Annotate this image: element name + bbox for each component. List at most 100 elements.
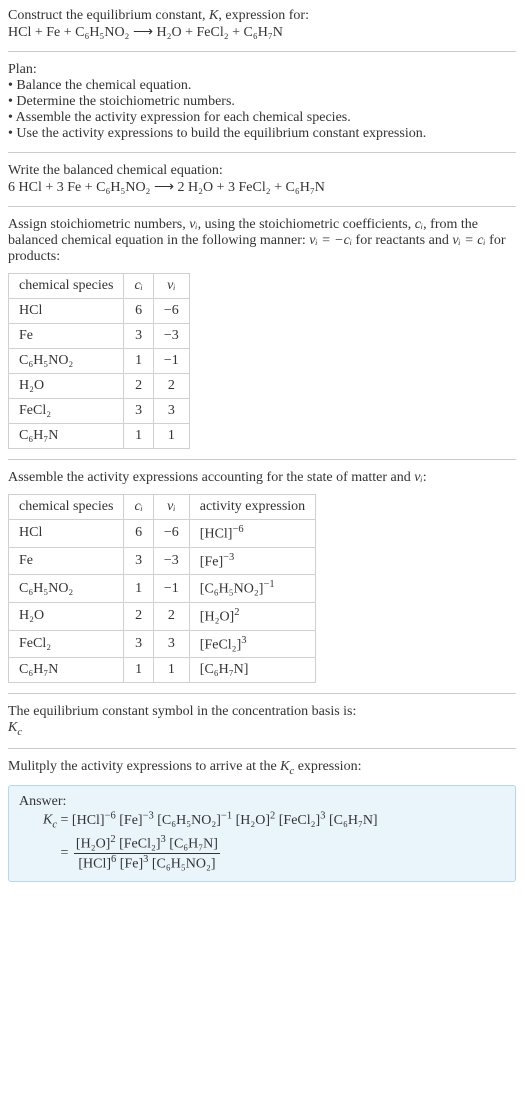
equals: = [57,813,72,828]
cell-species: C₆H₇N [9,424,124,449]
answer-label: Answer: [19,794,505,810]
cell-nui: 1 [153,658,189,683]
cell-activity: [C₆H₇N] [189,658,315,683]
plan-item: • Determine the stoichiometric numbers. [8,94,516,110]
cell-nui: 2 [153,602,189,630]
answer-line-1: Kc = [HCl]−6 [Fe]−3 [C₆H₅NO₂]−1 [H₂O]2 [… [43,810,505,830]
cell-ci: 1 [124,658,153,683]
equals: = [57,846,72,861]
plan-item: • Assemble the activity expression for e… [8,110,516,126]
divider [8,459,516,460]
cell-species: C₆H₇N [9,658,124,683]
cell-ci: 3 [124,630,153,658]
relation: νᵢ = cᵢ [452,233,485,248]
K: K [280,759,289,774]
K: K [43,813,52,828]
cell-species: Fe [9,547,124,575]
prompt-header: Construct the equilibrium constant, K, e… [8,8,516,41]
cell-ci: 1 [124,424,153,449]
plan-block: Plan: • Balance the chemical equation. •… [8,62,516,142]
col-species: chemical species [9,274,124,299]
stoich-intro: Assign stoichiometric numbers, νᵢ, using… [8,217,516,265]
numerator: [H₂O]2 [FeCl₂]3 [C₆H₇N] [74,834,220,854]
table-row: H₂O22 [9,374,190,399]
text: for reactants and [352,233,452,248]
cell-nui: −3 [153,547,189,575]
table-row: FeCl₂33[FeCl₂]3 [9,630,316,658]
cell-species: H₂O [9,602,124,630]
cell-species: HCl [9,520,124,548]
kc-symbol: Kc [8,720,516,738]
text: , using the stoichiometric coefficients, [198,217,415,232]
cell-ci: 6 [124,299,153,324]
stoich-table: chemical species cᵢ νᵢ HCl6−6Fe3−3C₆H₅NO… [8,273,190,449]
col-ci: cᵢ [124,495,153,520]
table-row: Fe3−3[Fe]−3 [9,547,316,575]
cell-activity: [HCl]−6 [189,520,315,548]
cell-ci: 2 [124,374,153,399]
col-species: chemical species [9,495,124,520]
text: Mulitply the activity expressions to arr… [8,759,280,774]
cell-nui: −3 [153,324,189,349]
text: expression: [294,759,361,774]
activity-table: chemical species cᵢ νᵢ activity expressi… [8,494,316,683]
cell-nui: −6 [153,299,189,324]
prompt-text-a: Construct the equilibrium constant, [8,8,209,23]
plan-item: • Balance the chemical equation. [8,78,516,94]
cell-ci: 2 [124,602,153,630]
divider [8,693,516,694]
c-sub: c [17,727,22,738]
product-terms: [HCl]−6 [Fe]−3 [C₆H₅NO₂]−1 [H₂O]2 [FeCl₂… [72,813,378,828]
cell-ci: 3 [124,324,153,349]
table-row: HCl6−6[HCl]−6 [9,520,316,548]
table-row: C₆H₅NO₂1−1 [9,349,190,374]
cell-nui: −1 [153,575,189,603]
divider [8,748,516,749]
table-row: FeCl₂33 [9,399,190,424]
fraction: [H₂O]2 [FeCl₂]3 [C₆H₇N][HCl]6 [Fe]3 [C₆H… [74,834,220,872]
symbol-nu-i: νᵢ [189,217,197,232]
cell-ci: 3 [124,399,153,424]
unbalanced-equation: HCl + Fe + C₆H₅NO₂ ⟶ H₂O + FeCl₂ + C₆H₇N [8,25,283,40]
cell-activity: [C₆H₅NO₂]−1 [189,575,315,603]
cell-species: C₆H₅NO₂ [9,575,124,603]
cell-nui: −1 [153,349,189,374]
kc-intro: The equilibrium constant symbol in the c… [8,704,516,720]
text: : [423,470,427,485]
cell-ci: 3 [124,547,153,575]
symbol-K: K [209,8,218,23]
cell-ci: 1 [124,575,153,603]
balanced-title: Write the balanced chemical equation: [8,163,516,179]
cell-nui: −6 [153,520,189,548]
balanced-equation: 6 HCl + 3 Fe + C₆H₅NO₂ ⟶ 2 H₂O + 3 FeCl₂… [8,179,516,196]
cell-nui: 2 [153,374,189,399]
table-row: C₆H₅NO₂1−1[C₆H₅NO₂]−1 [9,575,316,603]
balanced-block: Write the balanced chemical equation: 6 … [8,163,516,196]
relation: νᵢ = −cᵢ [309,233,352,248]
symbol-nu-i: νᵢ [414,470,422,485]
col-ci: cᵢ [124,274,153,299]
symbol-c-i: cᵢ [415,217,423,232]
table-header-row: chemical species cᵢ νᵢ activity expressi… [9,495,316,520]
multiply-intro: Mulitply the activity expressions to arr… [8,759,516,777]
cell-ci: 6 [124,520,153,548]
text: Assemble the activity expressions accoun… [8,470,414,485]
denominator: [HCl]6 [Fe]3 [C₆H₅NO₂] [74,854,220,873]
cell-species: H₂O [9,374,124,399]
text: Assign stoichiometric numbers, [8,217,189,232]
answer-line-2: Kc = [H₂O]2 [FeCl₂]3 [C₆H₇N][HCl]6 [Fe]3… [43,834,505,872]
cell-nui: 3 [153,399,189,424]
cell-activity: [H₂O]2 [189,602,315,630]
divider [8,206,516,207]
cell-nui: 1 [153,424,189,449]
kc-symbol-block: The equilibrium constant symbol in the c… [8,704,516,738]
cell-species: HCl [9,299,124,324]
plan-item: • Use the activity expressions to build … [8,126,516,142]
divider [8,152,516,153]
table-row: HCl6−6 [9,299,190,324]
col-nui: νᵢ [153,495,189,520]
cell-species: FeCl₂ [9,630,124,658]
table-row: H₂O22[H₂O]2 [9,602,316,630]
cell-activity: [FeCl₂]3 [189,630,315,658]
cell-species: Fe [9,324,124,349]
